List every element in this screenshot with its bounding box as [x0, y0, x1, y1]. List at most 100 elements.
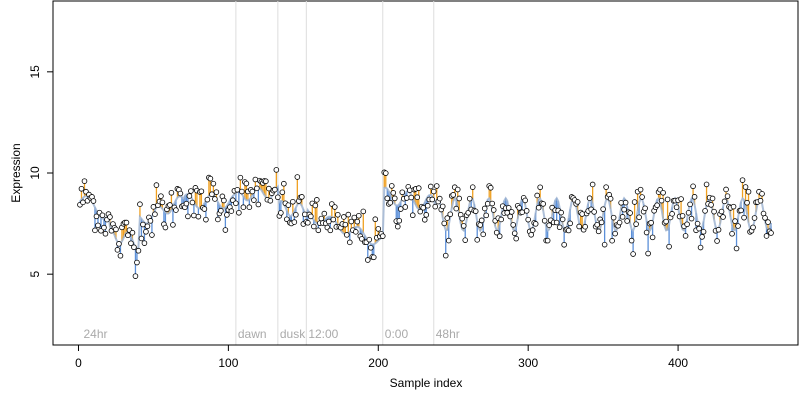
- data-point: [516, 205, 522, 211]
- data-point: [664, 196, 671, 203]
- data-point: [711, 208, 717, 215]
- data-point: [663, 218, 669, 225]
- data-point: [642, 205, 648, 212]
- data-point: [399, 189, 406, 196]
- data-point: [173, 207, 179, 213]
- data-point: [170, 222, 176, 228]
- data-point: [275, 194, 281, 201]
- data-point: [347, 239, 353, 246]
- data-point: [252, 176, 259, 183]
- data-point: [107, 214, 113, 220]
- data-point: [417, 208, 424, 215]
- data-point: [739, 177, 746, 183]
- data-point: [742, 184, 749, 190]
- data-point: [513, 235, 519, 242]
- data-point: [481, 205, 488, 212]
- data-point: [442, 252, 449, 259]
- data-point: [702, 208, 708, 214]
- data-point: [327, 227, 334, 234]
- data-point: [138, 235, 145, 242]
- data-point: [150, 204, 157, 210]
- data-point: [239, 188, 245, 195]
- data-point: [402, 204, 409, 210]
- data-point: [697, 244, 704, 251]
- data-point: [99, 212, 106, 219]
- event-label: dawn: [238, 327, 267, 341]
- data-point: [367, 244, 374, 251]
- data-point: [406, 187, 413, 194]
- data-point: [633, 221, 639, 227]
- data-point: [694, 220, 701, 227]
- data-point: [738, 207, 744, 214]
- event-label: 24hr: [83, 327, 107, 341]
- data-point: [101, 224, 107, 231]
- data-point: [459, 215, 466, 222]
- data-point: [311, 223, 317, 230]
- data-point: [759, 191, 765, 197]
- data-point: [207, 175, 214, 182]
- data-point: [131, 244, 137, 251]
- y-tick-label: 10: [28, 166, 42, 180]
- data-point: [432, 203, 439, 210]
- data-point: [540, 201, 546, 207]
- data-point: [609, 237, 615, 244]
- data-point: [387, 199, 394, 206]
- data-point: [144, 223, 151, 230]
- data-point: [768, 230, 774, 236]
- data-point: [654, 202, 660, 209]
- data-point: [465, 209, 472, 216]
- data-point: [714, 238, 720, 244]
- data-point: [135, 247, 142, 254]
- data-point: [278, 210, 284, 216]
- data-point: [420, 204, 427, 211]
- data-point: [342, 221, 349, 228]
- data-point: [134, 259, 140, 266]
- data-point: [433, 183, 440, 189]
- data-point: [469, 184, 476, 190]
- data-point: [636, 214, 642, 221]
- data-point: [266, 185, 272, 192]
- data-point: [598, 219, 605, 226]
- data-point: [645, 250, 651, 257]
- data-point: [240, 204, 247, 210]
- data-point: [408, 194, 415, 201]
- data-point: [403, 195, 410, 201]
- data-point: [762, 215, 768, 221]
- data-point: [312, 202, 319, 209]
- data-point: [610, 214, 617, 221]
- data-point: [90, 198, 97, 204]
- data-point: [427, 183, 434, 190]
- data-point: [496, 233, 503, 240]
- data-point: [140, 221, 146, 228]
- data-point: [291, 219, 298, 225]
- data-point: [565, 227, 572, 234]
- data-point: [586, 195, 593, 202]
- data-point: [519, 209, 525, 215]
- data-point: [78, 185, 85, 192]
- data-point: [708, 202, 714, 208]
- data-point: [600, 206, 606, 212]
- data-point: [125, 232, 131, 239]
- data-point: [233, 200, 239, 207]
- data-point: [765, 219, 771, 225]
- data-point: [627, 210, 633, 216]
- data-point: [382, 170, 389, 176]
- data-point: [544, 237, 551, 244]
- data-point: [366, 236, 373, 243]
- data-point: [222, 227, 229, 233]
- data-point: [733, 245, 740, 252]
- x-axis-label: Sample index: [390, 376, 463, 390]
- data-point: [649, 234, 656, 241]
- data-point: [529, 227, 536, 233]
- data-point: [128, 240, 134, 247]
- data-point: [263, 178, 269, 185]
- y-axis: 5 10 15: [28, 65, 54, 278]
- data-point: [690, 183, 696, 190]
- data-point: [574, 199, 581, 205]
- y-tick-label: 15: [28, 65, 42, 79]
- data-point: [149, 232, 155, 238]
- x-tick-label: 200: [368, 356, 388, 370]
- data-point: [505, 205, 512, 211]
- data-point: [236, 209, 242, 216]
- data-point: [750, 224, 756, 231]
